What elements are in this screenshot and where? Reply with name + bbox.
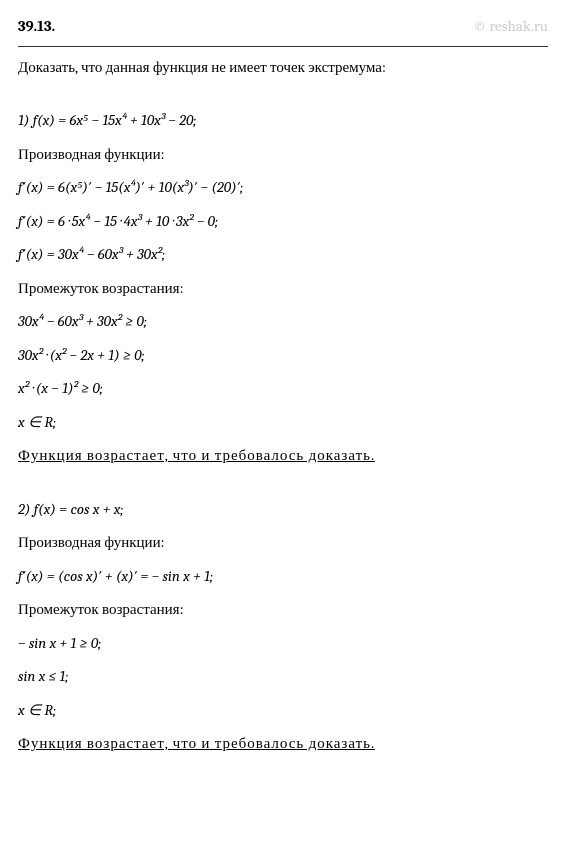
- part1-interval-3: x² · (x − 1)² ≥ 0;: [18, 376, 548, 402]
- part2-interval-1: − sin x + 1 ≥ 0;: [18, 631, 548, 657]
- part2-deriv-step1: f′(x) = (cos x)′ + (x)′ = − sin x + 1;: [18, 564, 548, 590]
- part2-interval-label: Промежуток возрастания:: [18, 597, 548, 623]
- part1-interval-4: x ∈ R;: [18, 410, 548, 436]
- problem-header: 39.13.: [18, 14, 548, 40]
- part2-conclusion: Функция возрастает, что и требовалось до…: [18, 731, 548, 757]
- part1-interval-2: 30x² · (x² − 2x + 1) ≥ 0;: [18, 343, 548, 369]
- part2-interval-2: sin x ≤ 1;: [18, 664, 548, 690]
- part1-deriv-step2: f′(x) = 6 · 5x⁴ − 15 · 4x³ + 10 · 3x² − …: [18, 209, 548, 235]
- part1-conclusion-text: Функция возрастает, что и требовалось до…: [18, 446, 375, 464]
- part1-interval-1: 30x⁴ − 60x³ + 30x² ≥ 0;: [18, 309, 548, 335]
- part1-deriv-step3: f′(x) = 30x⁴ − 60x³ + 30x²;: [18, 242, 548, 268]
- part2-conclusion-text: Функция возрастает, что и требовалось до…: [18, 734, 375, 752]
- part1-function: 1) f(x) = 6x⁵ − 15x⁴ + 10x³ − 20;: [18, 108, 548, 134]
- part1-interval-label: Промежуток возрастания:: [18, 276, 548, 302]
- part1-deriv-label: Производная функции:: [18, 142, 548, 168]
- watermark: © reshak.ru: [473, 14, 548, 40]
- part2-interval-3: x ∈ R;: [18, 698, 548, 724]
- part1-conclusion: Функция возрастает, что и требовалось до…: [18, 443, 548, 469]
- problem-number: 39.13.: [18, 17, 55, 35]
- part1-deriv-step1: f′(x) = 6(x⁵)′ − 15(x⁴)′ + 10(x³)′ − (20…: [18, 175, 548, 201]
- prompt-text: Доказать, что данная функция не имеет то…: [18, 46, 548, 81]
- part2-deriv-label: Производная функции:: [18, 530, 548, 556]
- part2-function: 2) f(x) = cos x + x;: [18, 497, 548, 523]
